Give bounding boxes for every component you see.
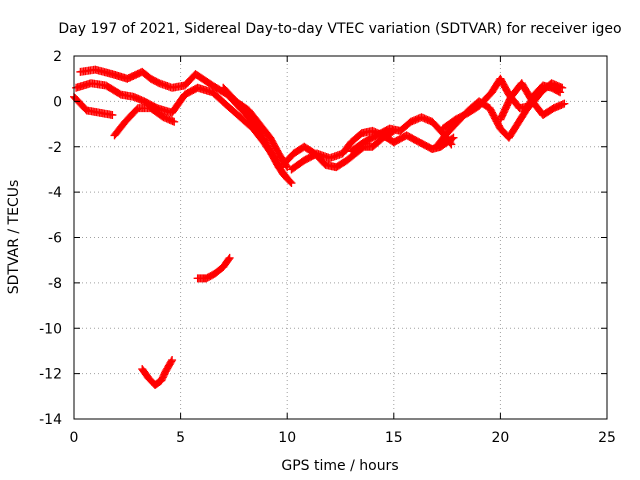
- y-tick-label: -10: [39, 321, 62, 337]
- y-tick-label: 2: [53, 49, 62, 65]
- data-point: [448, 134, 457, 143]
- data-point: [225, 253, 234, 262]
- data-point: [168, 356, 177, 365]
- data-point: [560, 99, 569, 108]
- x-axis-label: GPS time / hours: [281, 458, 398, 474]
- y-tick-label: 0: [53, 94, 62, 110]
- series-arc-c: [70, 92, 117, 119]
- x-tick-label: 25: [598, 430, 616, 446]
- data-point: [286, 177, 295, 186]
- data-point: [167, 357, 176, 366]
- data-point: [108, 110, 117, 119]
- x-tick-label: 15: [385, 430, 403, 446]
- chart-title: Day 197 of 2021, Sidereal Day-to-day VTE…: [58, 21, 621, 37]
- y-tick-label: -6: [48, 231, 62, 247]
- x-tick-label: 5: [176, 430, 185, 446]
- axis-ticks: 0 5 10 15 20 25 -14 -12 -10 -8 -6 -4 -2 0 2: [39, 49, 616, 446]
- series-arc-l: [496, 79, 569, 124]
- data-point: [287, 179, 296, 188]
- series-arc-d: [110, 104, 179, 140]
- x-tick-label: 10: [278, 430, 296, 446]
- data-point: [170, 117, 179, 126]
- x-tick-label: 20: [491, 430, 509, 446]
- series-arc-m: [138, 356, 177, 389]
- y-tick-label: -8: [48, 276, 62, 292]
- data-point: [224, 255, 233, 264]
- series-arc-e: [219, 83, 292, 172]
- y-tick-label: -12: [39, 367, 62, 383]
- data-point: [449, 133, 458, 142]
- series-arc-n: [193, 253, 234, 283]
- y-axis-label: SDTVAR / TECUs: [6, 180, 22, 295]
- y-tick-label: -2: [48, 140, 62, 156]
- y-tick-label: -14: [39, 412, 62, 428]
- series-arc-k: [438, 74, 567, 133]
- y-tick-label: -4: [48, 185, 62, 201]
- x-tick-label: 0: [70, 430, 79, 446]
- series-arc-g: [287, 126, 398, 174]
- data-point: [558, 83, 567, 92]
- data-points: [70, 65, 569, 389]
